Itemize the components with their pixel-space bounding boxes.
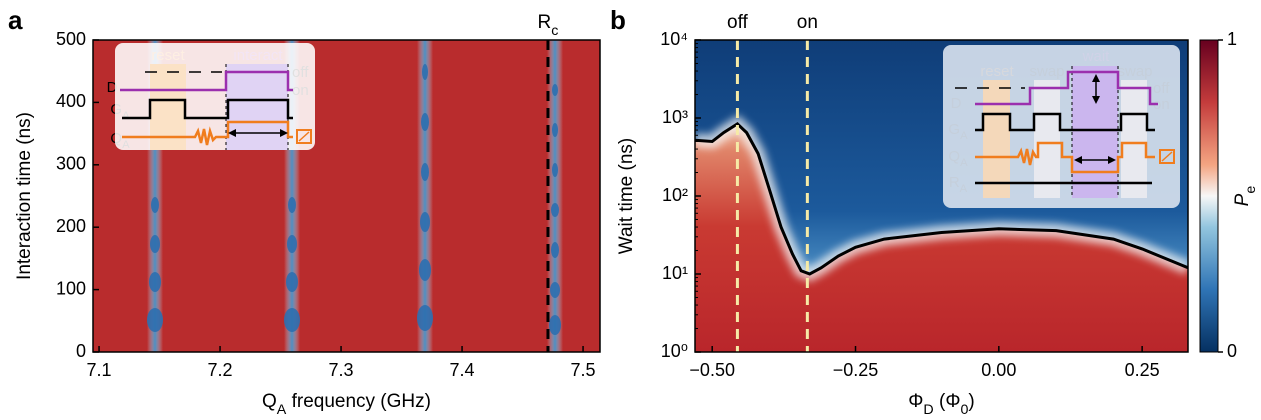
colorbar-tick-label: 1 xyxy=(1227,29,1237,49)
y-tick-label: 500 xyxy=(56,29,86,49)
colorbar-tick-label: 0 xyxy=(1227,341,1237,361)
y-tick-label: 400 xyxy=(56,91,86,111)
text-part: on xyxy=(797,12,818,33)
dashed-line-label: off xyxy=(727,12,749,33)
y-axis-label: Interaction time (ns) xyxy=(14,112,35,280)
text-part: ) xyxy=(968,391,974,412)
inset-a xyxy=(115,43,315,150)
y-tick-label: 0 xyxy=(76,341,86,361)
colorbar-label: Pe xyxy=(1232,186,1259,207)
y-tick-label: 10³ xyxy=(662,107,688,127)
inset-b xyxy=(943,45,1180,208)
text-part: Φ xyxy=(908,391,923,412)
text-part: P xyxy=(1232,193,1253,206)
dashed-line-label: Rc xyxy=(538,12,559,39)
text-part: 0 xyxy=(960,402,968,418)
text-part: off xyxy=(727,12,749,33)
y-axis-label: Wait time (ns) xyxy=(616,138,637,254)
y-tick-label: 10⁴ xyxy=(660,29,688,49)
x-tick-label: −0.50 xyxy=(689,360,735,380)
plot-frame xyxy=(92,39,601,353)
y-tick-label: 300 xyxy=(56,154,86,174)
x-tick-label: 7.3 xyxy=(329,360,354,380)
text-part: frequency (GHz) xyxy=(286,391,431,412)
y-tick-label: 200 xyxy=(56,216,86,236)
x-tick-label: 7.1 xyxy=(87,360,112,380)
x-tick-label: 7.2 xyxy=(208,360,233,380)
text-part: Q xyxy=(262,391,277,412)
text-part: (Φ xyxy=(934,391,961,412)
panel-label: b xyxy=(610,5,626,35)
y-tick-label: 10¹ xyxy=(662,263,688,283)
x-tick-label: 0.25 xyxy=(1125,360,1160,380)
dashed-line-label: on xyxy=(797,12,818,33)
text-part: D xyxy=(923,402,933,418)
curve xyxy=(695,122,1188,276)
inset-label: D xyxy=(107,79,118,96)
text-part: e xyxy=(1243,186,1259,194)
panel-label: a xyxy=(8,5,23,35)
colorbar xyxy=(1199,39,1219,353)
text-part: Wait time (ns) xyxy=(616,138,637,254)
y-tick-label: 10² xyxy=(662,185,688,205)
x-tick-label: −0.25 xyxy=(833,360,879,380)
y-tick-label: 10⁰ xyxy=(661,341,688,361)
x-axis-label: ΦD (Φ0) xyxy=(908,391,975,418)
x-tick-label: 7.4 xyxy=(450,360,475,380)
y-tick-label: 100 xyxy=(56,278,86,298)
text-part: Interaction time (ns) xyxy=(14,112,35,280)
text-part: c xyxy=(551,23,558,39)
text-part: A xyxy=(277,402,287,418)
text-part: D xyxy=(107,79,118,96)
x-tick-label: 7.5 xyxy=(571,360,596,380)
text-part: R xyxy=(538,12,552,33)
x-axis-label: QA frequency (GHz) xyxy=(262,391,431,418)
x-tick-label: 0.00 xyxy=(981,360,1016,380)
